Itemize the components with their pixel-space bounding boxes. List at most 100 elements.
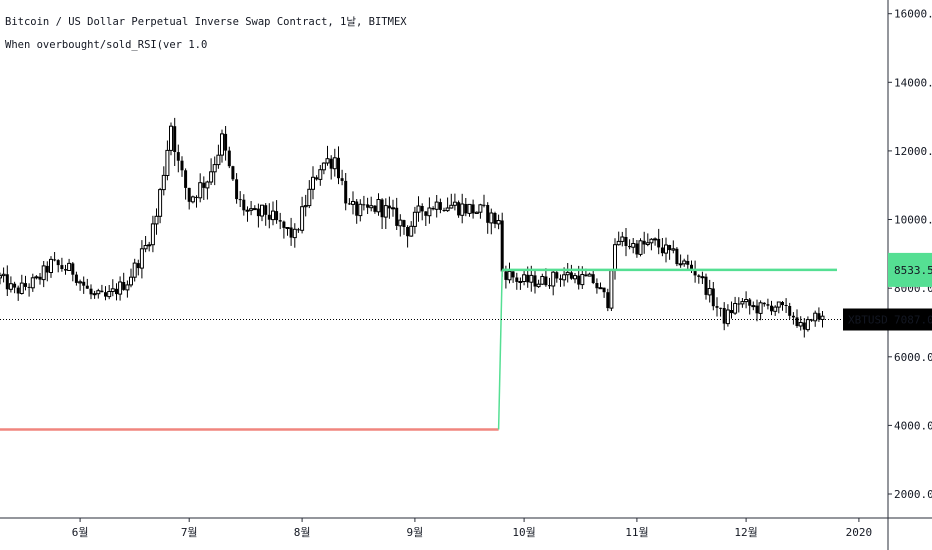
candle-body-up (19, 282, 24, 295)
candle-body-down (766, 304, 770, 306)
time-tick-label: 9월 (407, 526, 424, 539)
candle-body-down (548, 285, 551, 287)
candle-body-up (434, 201, 439, 210)
candle-body-down (511, 271, 515, 278)
candle-body-up (758, 302, 763, 314)
candle-body-down (227, 150, 231, 167)
candle-body-down (64, 269, 67, 271)
candle-body-down (231, 166, 235, 180)
candle-body-up (638, 240, 643, 255)
candle-body-up (303, 205, 308, 208)
candle-body-up (609, 270, 614, 309)
candle-body-up (150, 223, 155, 246)
candle-body-down (296, 229, 300, 231)
candle-body-up (318, 169, 323, 180)
time-tick-label: 11월 (625, 526, 648, 539)
candle-body-up (198, 182, 203, 199)
candle-body-up (125, 284, 130, 291)
candle-body-down (711, 288, 715, 307)
candle-body-up (325, 158, 330, 164)
candle-body-up (776, 301, 781, 308)
candle-body-up (518, 281, 523, 283)
candle-body-down (591, 274, 595, 283)
last-price-label: 7087.0 (894, 314, 932, 327)
candle-body-up (129, 276, 133, 286)
candle-body-down (329, 158, 333, 169)
price-tick-label: 12000.0 (894, 145, 932, 158)
candle-body-up (132, 262, 137, 278)
candle-body-down (493, 213, 497, 224)
candle-body-down (136, 263, 140, 269)
candle-body-up (474, 211, 479, 215)
candle-body-down (355, 201, 359, 216)
candle-body-down (53, 259, 57, 261)
candle-body-down (380, 199, 384, 218)
rsi-level-step (497, 269, 503, 430)
candle-body-up (216, 154, 221, 166)
candle-body-down (115, 288, 118, 295)
candle-body-down (795, 317, 799, 326)
candle-body-up (631, 243, 636, 248)
ticker-label: XBTUSD (848, 314, 888, 327)
candle-body-down (406, 227, 410, 237)
candle-body-up (645, 242, 650, 246)
candle-body-down (781, 302, 784, 306)
candle-body-down (347, 203, 351, 205)
candle-body-down (770, 305, 773, 312)
candle-body-down (100, 290, 104, 293)
time-tick-label: 8월 (294, 526, 311, 539)
time-tick-label: 12월 (734, 526, 757, 539)
candle-body-down (85, 285, 89, 289)
candle-body-down (715, 306, 719, 308)
candle-body-down (533, 275, 537, 287)
candle-body-down (420, 206, 424, 212)
candle-body-up (751, 305, 756, 308)
candle-body-down (340, 178, 344, 181)
ticker-badge (843, 308, 888, 331)
price-tick-label: 6000.0 (894, 351, 932, 364)
candle-body-up (580, 274, 585, 286)
candle-body-up (565, 271, 570, 276)
candle-body-down (16, 287, 20, 294)
candle-body-up (154, 215, 159, 225)
candle-body-up (496, 220, 501, 225)
candle-body-down (722, 308, 726, 324)
candle-body-down (13, 283, 17, 288)
candle-body-up (416, 205, 421, 213)
candle-body-up (649, 238, 654, 244)
candle-body-up (489, 212, 494, 224)
candle-body-down (595, 283, 599, 289)
candle-body-down (60, 265, 64, 269)
candle-body-down (791, 315, 795, 318)
candle-body-up (616, 240, 621, 246)
candle-body-down (642, 240, 646, 245)
candle-body-up (773, 306, 778, 312)
candle-body-up (158, 189, 163, 217)
price-tick-label: 2000.0 (894, 488, 932, 501)
candle-body-down (431, 208, 435, 210)
candle-body-down (315, 177, 319, 180)
candle-body-up (139, 248, 144, 269)
candle-body-up (67, 262, 72, 271)
candle-body-down (544, 276, 548, 286)
signal-price-badge (888, 252, 932, 287)
candle-body-up (78, 281, 83, 284)
candle-body-up (598, 287, 603, 290)
candle-body-up (707, 288, 712, 296)
candle-body-up (620, 236, 625, 242)
candle-body-up (725, 309, 730, 325)
candle-body-up (587, 273, 592, 277)
time-tick-label: 2020 (846, 526, 873, 539)
candle-body-up (30, 277, 35, 289)
candle-body-down (195, 196, 198, 198)
candle-body-up (332, 157, 337, 170)
candle-body-down (697, 275, 701, 277)
candle-body-down (635, 243, 639, 255)
candle-body-up (307, 188, 312, 207)
candle-body-down (624, 237, 628, 246)
candle-body-up (41, 265, 46, 281)
time-tick-label: 6월 (72, 526, 89, 539)
candle-body-down (628, 246, 632, 248)
candle-body-up (260, 204, 264, 217)
